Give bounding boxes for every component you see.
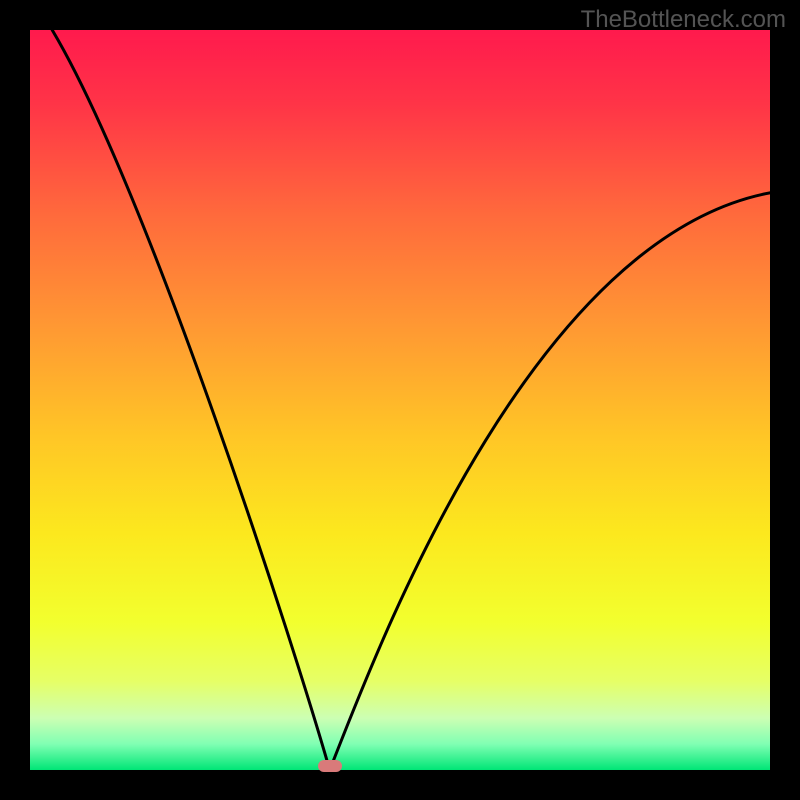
chart-container: TheBottleneck.com [0, 0, 800, 800]
optimal-point-marker [318, 760, 342, 772]
plot-area [30, 30, 770, 770]
watermark-text: TheBottleneck.com [581, 6, 786, 34]
bottleneck-curve [30, 30, 770, 770]
